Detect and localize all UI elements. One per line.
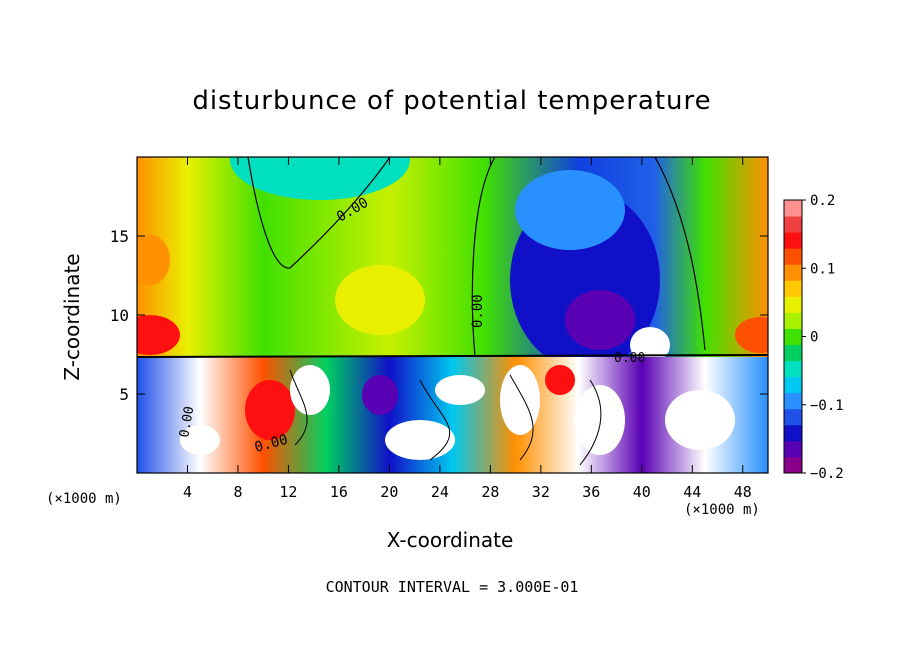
x-tick-label: 44 xyxy=(683,483,701,501)
contour-line xyxy=(471,157,496,358)
colorbar-swatch xyxy=(784,376,802,394)
x-axis: 4 8 12 16 20 24 28 32 36 40 44 48 xyxy=(183,157,752,501)
lower-blob xyxy=(545,365,575,395)
x-axis-label: X-coordinate xyxy=(386,528,514,552)
x-tick-label: 4 xyxy=(183,483,192,501)
x-unit-left: (×1000 m) xyxy=(46,491,122,507)
colorbar-swatch xyxy=(784,296,802,313)
upper-blob xyxy=(230,157,410,200)
lower-blob xyxy=(362,375,398,415)
chart-title: disturbunce of potential temperature xyxy=(192,86,712,116)
colorbar-tick-label: 0 xyxy=(810,330,818,346)
contour-line xyxy=(289,369,602,466)
colorbar-swatch xyxy=(784,280,802,297)
upper-blob xyxy=(565,290,635,350)
colorbar-tick-label: −0.2 xyxy=(810,466,844,482)
contour-label: 0.00 xyxy=(470,294,486,328)
lower-blob xyxy=(435,375,485,405)
lower-blob xyxy=(290,365,330,415)
upper-blob xyxy=(335,265,425,335)
y-tick-label: 10 xyxy=(110,306,129,325)
lower-blob xyxy=(245,380,295,440)
x-unit-right: (×1000 m) xyxy=(684,502,760,518)
colorbar-tick-label: −0.1 xyxy=(810,398,844,414)
x-tick-label: 12 xyxy=(279,483,297,501)
x-tick-label: 24 xyxy=(431,483,449,501)
colorbar-swatch xyxy=(784,216,802,233)
contour-label: 0.00 xyxy=(614,351,645,366)
colorbar xyxy=(784,200,802,474)
colorbar-swatch xyxy=(784,392,802,410)
upper-blob xyxy=(137,315,180,355)
upper-blob xyxy=(735,317,768,353)
colorbar-swatch xyxy=(784,200,802,217)
colorbar-swatch xyxy=(784,360,802,378)
colorbar-swatch xyxy=(784,440,802,458)
lower-blob xyxy=(385,420,455,460)
colorbar-swatch xyxy=(784,456,802,474)
contour-interval: CONTOUR INTERVAL = 3.000E-01 xyxy=(325,578,579,596)
colorbar-swatch xyxy=(784,248,802,265)
contour-label: 0.00 xyxy=(177,405,197,438)
colorbar-swatch xyxy=(784,312,802,329)
colorbar-swatch xyxy=(784,328,802,346)
x-tick-label: 20 xyxy=(380,483,398,501)
lower-blob xyxy=(575,385,625,455)
upper-blob xyxy=(515,170,625,250)
lower-blob xyxy=(665,390,735,450)
upper-blob xyxy=(137,235,170,285)
upper-layer xyxy=(137,157,768,357)
x-tick-label: 8 xyxy=(233,483,242,501)
colorbar-swatch xyxy=(784,232,802,249)
colorbar-ticks: 0.2 0.1 0 −0.1 −0.2 xyxy=(802,193,844,482)
colorbar-swatch xyxy=(784,408,802,426)
colorbar-tick-label: 0.1 xyxy=(810,261,835,277)
colorbar-swatch xyxy=(784,424,802,442)
x-tick-label: 28 xyxy=(481,483,499,501)
heatmap-field xyxy=(137,157,768,473)
y-tick-label: 5 xyxy=(119,385,129,404)
x-tick-label: 36 xyxy=(582,483,600,501)
x-tick-label: 32 xyxy=(532,483,550,501)
contour-line xyxy=(654,157,706,351)
x-tick-label: 40 xyxy=(633,483,651,501)
lower-blob xyxy=(180,425,220,455)
y-axis-label: Z-coordinate xyxy=(60,253,84,381)
colorbar-tick-label: 0.2 xyxy=(810,193,835,209)
inversion-contour xyxy=(137,354,768,358)
x-tick-label: 16 xyxy=(330,483,348,501)
upper-blob xyxy=(630,327,670,363)
lower-blob xyxy=(500,365,540,435)
x-tick-label: 48 xyxy=(734,483,752,501)
y-axis: 5 10 15 xyxy=(110,227,768,404)
contour-line xyxy=(247,157,391,269)
y-tick-label: 15 xyxy=(110,227,129,246)
colorbar-swatch xyxy=(784,344,802,362)
colorbar-swatch xyxy=(784,264,802,281)
